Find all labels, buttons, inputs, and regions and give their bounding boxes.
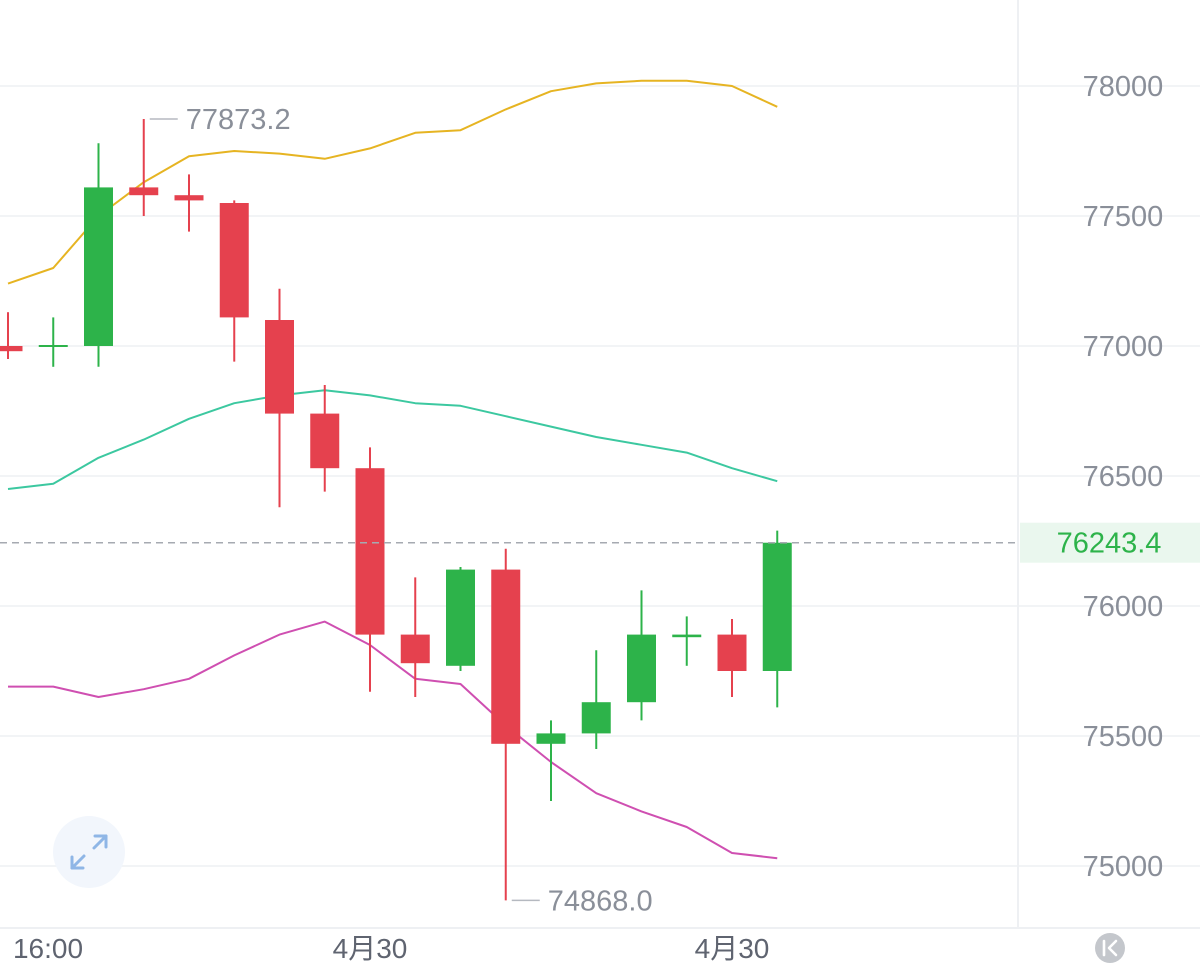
candle	[174, 174, 204, 232]
candle-body	[129, 187, 159, 196]
expand-arrows-icon[interactable]	[53, 816, 125, 888]
candle-body	[310, 413, 340, 469]
candle	[536, 720, 566, 801]
candle-body	[219, 203, 249, 318]
last-price-marker: 76243.4	[0, 522, 1200, 563]
x-tick-label: 4月30	[333, 933, 408, 964]
candle	[491, 548, 521, 901]
annotation-label: 77873.2	[186, 104, 291, 136]
candle	[717, 619, 747, 697]
candle-body	[355, 468, 385, 635]
candle-body	[672, 634, 702, 638]
candle-body	[265, 320, 294, 414]
candle-body	[627, 634, 656, 703]
y-tick-label: 76500	[1083, 461, 1164, 493]
candles	[0, 118, 792, 901]
last-price-tag	[1020, 522, 1200, 563]
candle	[581, 650, 611, 749]
candle-body	[581, 702, 611, 734]
y-tick-label: 75500	[1083, 721, 1164, 753]
x-axis: 16:00 4月30 4月30	[13, 933, 769, 964]
y-tick-label: 75000	[1083, 851, 1164, 883]
candle	[265, 288, 294, 508]
annotation-label: 74868.0	[548, 885, 653, 917]
y-tick-label: 78000	[1083, 71, 1164, 103]
candle-body	[400, 634, 430, 664]
candle	[84, 143, 113, 367]
y-axis: 78000 77500 77000 76500 76000 75500 75000	[1083, 71, 1164, 883]
candle-body	[491, 569, 521, 744]
y-tick-label: 76000	[1083, 591, 1164, 623]
candle	[446, 567, 475, 671]
candle-body	[446, 569, 475, 666]
candle	[38, 317, 68, 367]
band-line-2	[8, 620, 778, 860]
x-tick-label: 4月30	[695, 933, 770, 964]
y-tick-label: 77000	[1083, 331, 1164, 363]
candle	[310, 385, 340, 492]
last-price-label: 76243.4	[1057, 528, 1162, 560]
candle	[672, 616, 702, 666]
annotations: 77873.2 74868.0	[149, 104, 653, 917]
gridlines	[0, 85, 1200, 867]
candle	[355, 447, 385, 692]
y-tick-label: 77500	[1083, 201, 1164, 233]
candle-body	[0, 346, 23, 352]
candle-body	[84, 187, 113, 346]
x-tick-label: 16:00	[13, 933, 83, 964]
candle	[0, 312, 23, 359]
candle	[762, 530, 792, 708]
candle	[400, 577, 430, 697]
candle	[129, 118, 159, 216]
candle	[219, 200, 249, 362]
candle-body	[536, 733, 566, 744]
candle	[627, 590, 656, 721]
candle-body	[174, 195, 204, 201]
candle-body	[717, 634, 747, 671]
scroll-to-latest-icon[interactable]	[1095, 933, 1125, 963]
candle-body	[762, 542, 792, 671]
band-line-1	[7, 389, 778, 490]
